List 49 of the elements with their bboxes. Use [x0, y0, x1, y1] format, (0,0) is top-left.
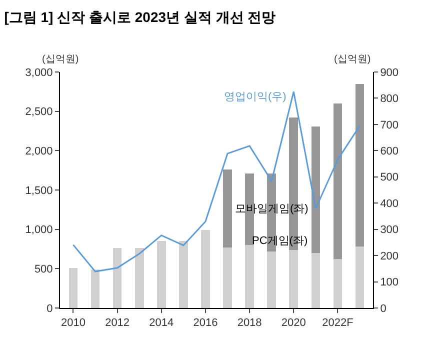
- y2-tick-label: 600: [380, 146, 399, 158]
- y2-tick-label: 900: [380, 66, 399, 79]
- bar: [112, 248, 122, 308]
- y2-tick-label: 200: [380, 250, 399, 262]
- bar: [289, 250, 298, 308]
- y2-tick-label: 0: [380, 302, 386, 315]
- y2-tick-label: 300: [380, 224, 399, 236]
- y2-axis-title: (십억원): [334, 54, 371, 65]
- x-tick-label: 2022F: [322, 317, 354, 330]
- line-series: [72, 90, 361, 272]
- x-tick-label: 2012: [105, 317, 130, 330]
- y2-tick-label: 100: [380, 276, 399, 289]
- bar: [355, 84, 364, 247]
- x-tick-label: 2020: [281, 317, 306, 330]
- y-tick-label: 2,500: [25, 106, 53, 118]
- y-axis-title: (십억원): [42, 54, 79, 65]
- y2-tick-label: 500: [380, 172, 399, 184]
- y2-tick-label: 800: [380, 93, 399, 106]
- bar: [333, 103, 342, 260]
- y2-tick-label: 700: [380, 119, 399, 132]
- bar: [68, 268, 78, 308]
- x-tick-label: 2010: [60, 317, 86, 330]
- y-tick-label: 2,000: [25, 146, 53, 158]
- bar: [311, 252, 320, 308]
- bar: [223, 247, 232, 308]
- bar: [156, 241, 166, 308]
- x-tick-label: 2018: [237, 317, 262, 330]
- bar: [179, 241, 188, 308]
- bar: [90, 269, 100, 308]
- bar: [245, 245, 254, 308]
- chart-title: [그림 1] 신작 출시로 2023년 실적 개선 전망: [4, 9, 276, 26]
- x-tick-label: 2014: [149, 317, 174, 330]
- y-tick-label: 500: [34, 264, 53, 276]
- bar: [267, 251, 276, 308]
- y-tick-label: 3,000: [25, 66, 53, 79]
- y-tick-label: 0: [46, 302, 53, 315]
- series-label: PC게임(좌): [252, 235, 308, 247]
- bar: [201, 230, 210, 308]
- bar: [355, 246, 364, 308]
- x-tick-label: 2016: [193, 317, 218, 330]
- series-label: 영업이익(우): [224, 91, 286, 103]
- y2-tick-label: 400: [380, 198, 399, 210]
- y-tick-label: 1,000: [25, 224, 53, 236]
- y-tick-label: 1,500: [25, 184, 53, 197]
- bar: [134, 248, 144, 308]
- series-label: 모바일게임(좌): [235, 203, 308, 215]
- bar: [311, 126, 320, 253]
- bar: [223, 170, 232, 248]
- bar: [333, 259, 342, 308]
